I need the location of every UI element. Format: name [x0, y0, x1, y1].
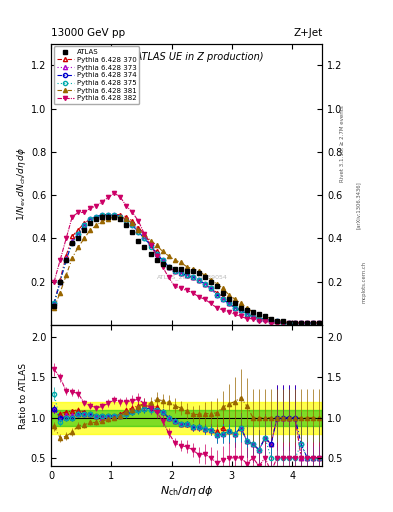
Bar: [51, 410, 322, 425]
Y-axis label: $1/N_\mathregular{ev}\,dN_\mathregular{ch}/d\eta\,d\phi$: $1/N_\mathregular{ev}\,dN_\mathregular{c…: [15, 147, 28, 221]
Text: Rivet 3.1.10, ≥ 2.7M events: Rivet 3.1.10, ≥ 2.7M events: [340, 105, 345, 182]
Text: [arXiv:1306.3436]: [arXiv:1306.3436]: [356, 181, 361, 229]
Text: Z+Jet: Z+Jet: [293, 28, 322, 38]
Text: Nch (ATLAS UE in Z production): Nch (ATLAS UE in Z production): [110, 52, 263, 62]
Text: 13000 GeV pp: 13000 GeV pp: [51, 28, 125, 38]
Bar: [51, 401, 322, 434]
Text: mcplots.cern.ch: mcplots.cern.ch: [362, 261, 367, 303]
Legend: ATLAS, Pythia 6.428 370, Pythia 6.428 373, Pythia 6.428 374, Pythia 6.428 375, P: ATLAS, Pythia 6.428 370, Pythia 6.428 37…: [54, 46, 139, 104]
X-axis label: $N_\mathregular{ch}/d\eta\,d\phi$: $N_\mathregular{ch}/d\eta\,d\phi$: [160, 483, 213, 498]
Text: ATLAS_2019_I1739054: ATLAS_2019_I1739054: [157, 274, 228, 280]
Y-axis label: Ratio to ATLAS: Ratio to ATLAS: [19, 362, 28, 429]
